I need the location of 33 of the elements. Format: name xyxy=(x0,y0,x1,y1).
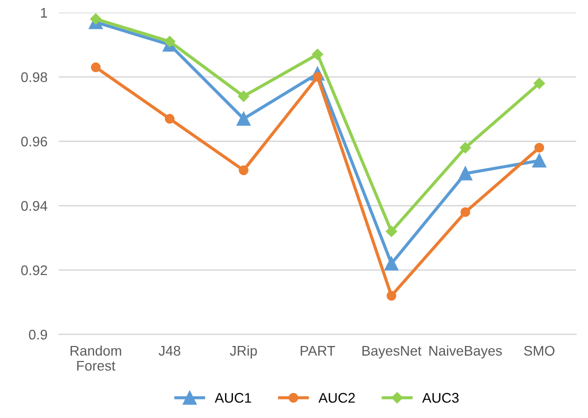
point xyxy=(164,114,175,124)
point xyxy=(386,290,396,301)
point xyxy=(90,13,102,25)
point xyxy=(164,36,176,48)
point xyxy=(384,256,398,271)
x-tick-label: JRip xyxy=(230,346,257,358)
point xyxy=(312,48,324,60)
point xyxy=(460,207,470,217)
y-tick-label: 0.92 xyxy=(21,265,47,276)
y-tick-label: 0.96 xyxy=(21,136,48,146)
point xyxy=(90,62,101,72)
point xyxy=(386,226,398,238)
point xyxy=(238,165,248,176)
x-tick-label: NaiveBayes xyxy=(429,346,502,358)
point xyxy=(532,154,546,168)
y-tick-label: 0.9 xyxy=(28,330,48,340)
x-tick-label: PART xyxy=(300,346,336,356)
y-tick-label: 0.98 xyxy=(21,72,48,82)
y-tick-label: 0.94 xyxy=(21,200,48,211)
legend-label: AUC2 xyxy=(318,392,355,403)
y-tick-label: 1 xyxy=(41,8,48,18)
x-tick-label: Random Forest xyxy=(70,346,122,371)
legend-label: AUC3 xyxy=(422,392,459,403)
point xyxy=(534,142,544,153)
x-tick-label: SMO xyxy=(524,346,554,356)
point xyxy=(460,142,471,154)
legend-label: AUC1 xyxy=(214,392,252,403)
point xyxy=(238,90,250,102)
point xyxy=(458,166,472,180)
x-tick-label: J48 xyxy=(158,346,180,356)
x-tick-label: BayesNet xyxy=(362,346,422,358)
point xyxy=(534,78,545,89)
point xyxy=(236,112,251,126)
